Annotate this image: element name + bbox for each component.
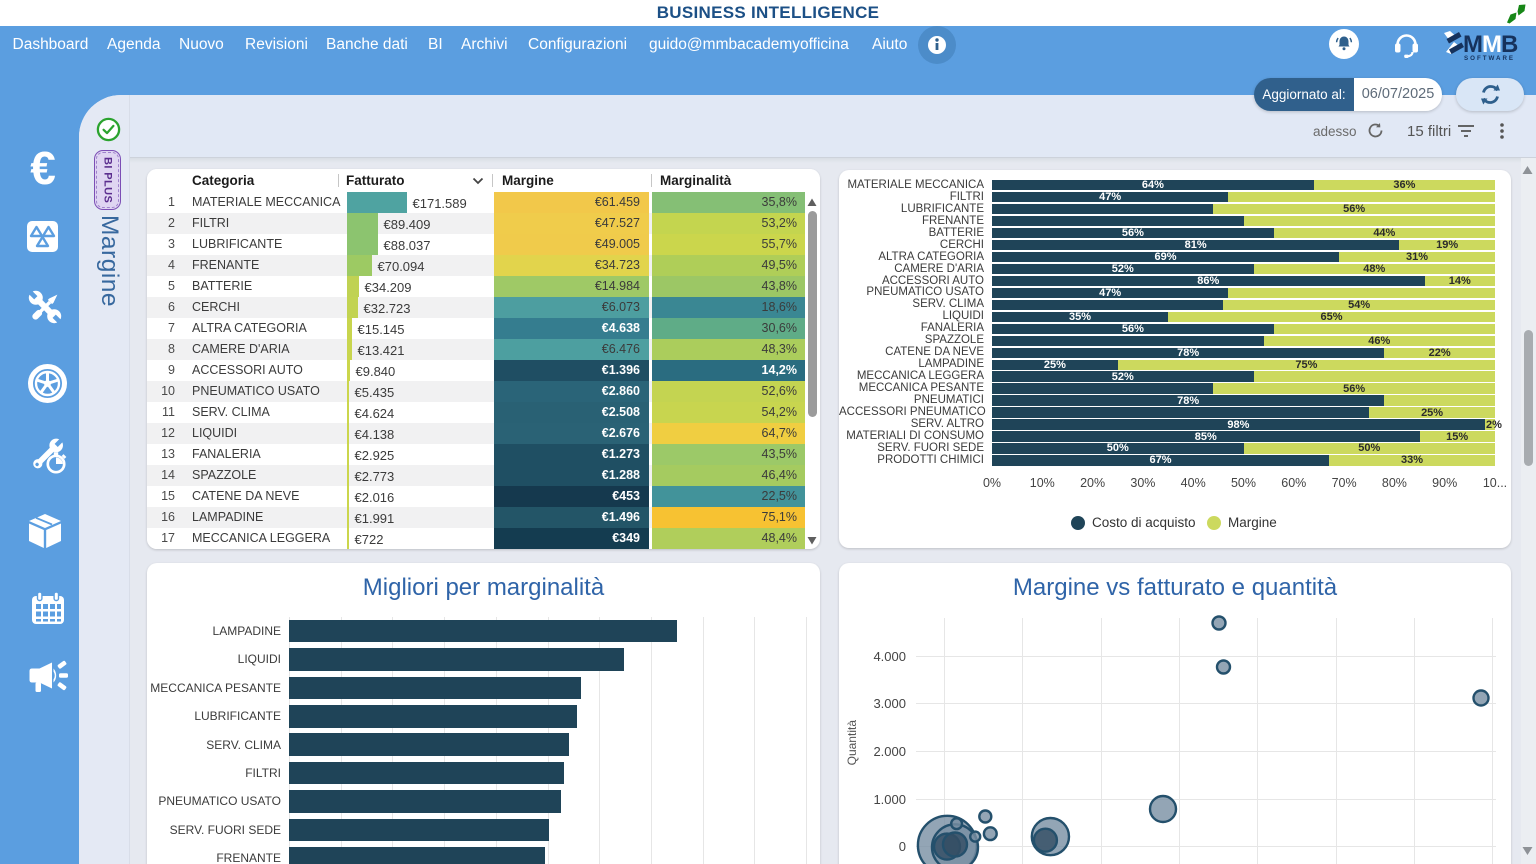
svg-text:SOFTWARE: SOFTWARE (1464, 55, 1515, 61)
svg-text:M: M (1482, 31, 1502, 58)
svg-text:M: M (1463, 31, 1483, 58)
svg-text:B: B (1501, 31, 1518, 58)
